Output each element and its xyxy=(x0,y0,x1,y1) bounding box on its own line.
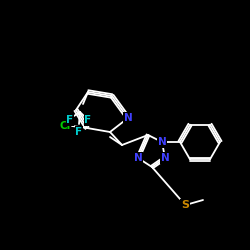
Text: N: N xyxy=(158,137,166,147)
Text: F: F xyxy=(84,115,91,125)
Text: F: F xyxy=(76,127,82,137)
Text: N: N xyxy=(160,153,170,163)
Text: N: N xyxy=(124,113,132,123)
Text: N: N xyxy=(134,153,142,163)
Text: Cl: Cl xyxy=(60,121,71,131)
Text: S: S xyxy=(181,200,189,210)
Text: F: F xyxy=(66,115,73,125)
